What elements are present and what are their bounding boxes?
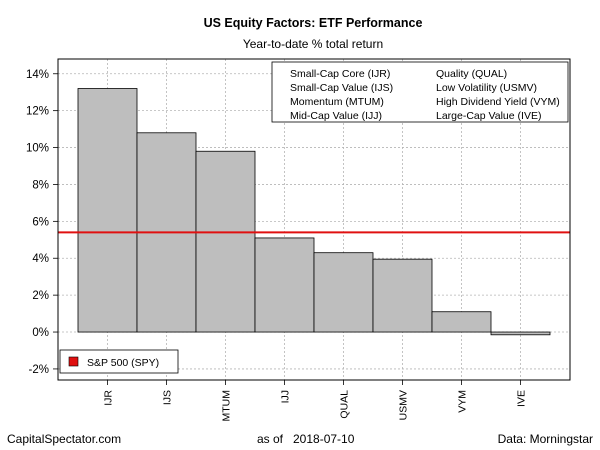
legend-entry: High Dividend Yield (VYM) — [436, 96, 560, 108]
y-tick-label: 10% — [26, 143, 49, 155]
y-tick-label: -2% — [29, 364, 49, 376]
y-axis: -2% 0% 2% 4% 6% 8% 10% 12% 14% — [26, 69, 58, 376]
bar-qual — [313, 252, 374, 333]
chart-title: US Equity Factors: ETF Performance — [204, 16, 423, 30]
reference-legend-swatch — [68, 356, 79, 367]
category-legend-box — [271, 61, 569, 123]
y-tick-label: 2% — [32, 290, 49, 302]
category-legend: Small-Cap Core (IJR) Small-Cap Value (IJ… — [271, 61, 569, 123]
bar-vym — [431, 311, 492, 333]
x-tick-label: IVE — [516, 390, 528, 407]
y-tick-label: 6% — [32, 216, 49, 228]
reference-legend-box — [59, 349, 179, 374]
y-tick-label: 0% — [32, 327, 49, 339]
legend-entry: Low Volatility (USMV) — [436, 82, 537, 94]
x-tick-label: VYM — [457, 390, 469, 413]
x-tick-label: MTUM — [221, 390, 233, 422]
plot-frame — [57, 58, 571, 381]
bar-mtum — [195, 150, 256, 333]
y-tick-label: 4% — [32, 253, 49, 265]
legend-entry: Quality (QUAL) — [436, 68, 507, 80]
legend-entry: Mid-Cap Value (IJJ) — [290, 110, 382, 122]
x-tick-label: USMV — [398, 390, 410, 420]
legend-entry: Small-Cap Value (IJS) — [290, 82, 393, 94]
legend-entry: Small-Cap Core (IJR) — [290, 68, 390, 80]
x-tick-label: IJR — [103, 390, 115, 406]
bar-usmv — [372, 258, 433, 333]
bars — [77, 88, 551, 336]
x-axis: IJR IJS MTUM IJJ QUAL USMV VYM IVE — [103, 380, 528, 422]
y-tick-label: 14% — [26, 69, 49, 81]
chart-subtitle: Year-to-date % total return — [243, 37, 383, 51]
x-tick-label: QUAL — [339, 390, 351, 419]
y-tick-label: 12% — [26, 106, 49, 118]
y-tick-label: 8% — [32, 179, 49, 191]
legend-entry: Momentum (MTUM) — [290, 96, 384, 108]
reference-legend-label: S&P 500 (SPY) — [87, 357, 159, 369]
bar-ive — [490, 331, 551, 336]
footer-date: 2018-07-10 — [293, 432, 355, 446]
footer-source-site: CapitalSpectator.com — [7, 432, 121, 446]
bar-ijr — [77, 88, 138, 333]
footer-data-source: Data: Morningstar — [498, 432, 593, 446]
footer-as-of-label: as of — [257, 432, 284, 446]
reference-legend: S&P 500 (SPY) — [59, 349, 179, 374]
x-tick-label: IJJ — [280, 390, 292, 403]
bar-ijj — [254, 237, 315, 333]
legend-entry: Large-Cap Value (IVE) — [436, 110, 541, 122]
x-tick-label: IJS — [162, 390, 174, 405]
